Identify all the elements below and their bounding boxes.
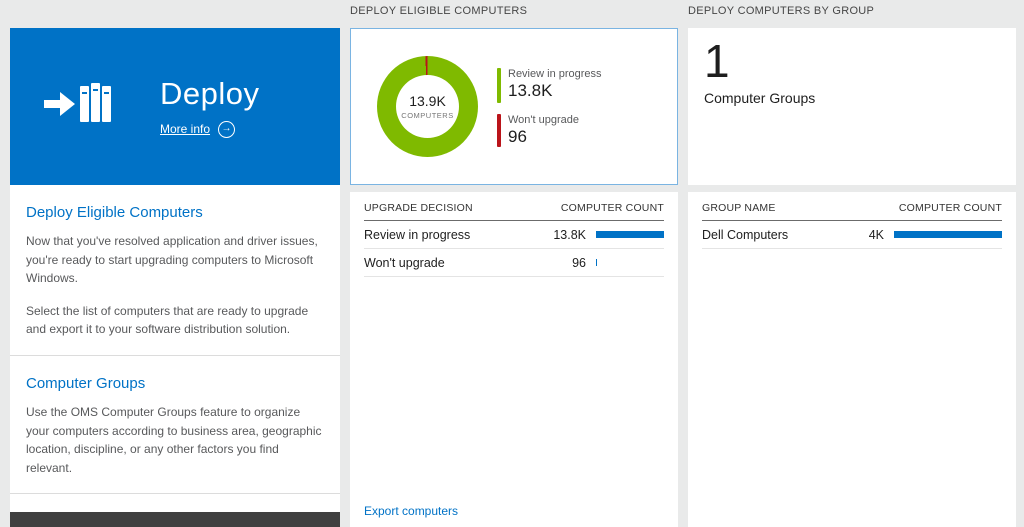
- donut-legend: Review in progress 13.8K Won't upgrade 9…: [497, 68, 602, 147]
- table-row-review-in-progress[interactable]: Review in progress 13.8K: [364, 221, 664, 249]
- deploy-eligible-computers-tile[interactable]: 13.9K COMPUTERS Review in progress 13.8K…: [350, 28, 678, 185]
- section-heading-computer-groups: Computer Groups: [26, 374, 146, 392]
- deploy-overview-column: Deploy More info → Deploy Eligible Compu…: [10, 28, 340, 527]
- section-heading-deploy-eligible: Deploy Eligible Computers: [26, 204, 203, 221]
- deploy-computers-by-group-header: DEPLOY COMPUTERS BY GROUP: [688, 5, 875, 17]
- more-info-arrow-icon[interactable]: →: [218, 120, 236, 138]
- donut-center-label: COMPUTERS: [401, 111, 454, 120]
- computer-groups-tile[interactable]: 1 Computer Groups: [688, 28, 1016, 185]
- deploy-computers-by-group-column: DEPLOY COMPUTERS BY GROUP 1 Computer Gro…: [688, 0, 1016, 527]
- table-header-row: UPGRADE DECISION COMPUTER COUNT: [364, 192, 664, 221]
- row-label: Won't upgrade: [364, 255, 445, 270]
- computers-donut-chart: 13.9K COMPUTERS: [377, 56, 478, 157]
- column-header-computer-count: COMPUTER COUNT: [898, 202, 1002, 214]
- column-header-computer-count: COMPUTER COUNT: [560, 202, 664, 214]
- row-bar-track: [596, 231, 664, 238]
- legend-item-wont-upgrade: Won't upgrade 96: [497, 114, 602, 147]
- row-bar: [894, 231, 1002, 238]
- row-bar-track: [894, 231, 1002, 238]
- section-computer-groups: Computer Groups Use the OMS Computer Gro…: [10, 356, 340, 493]
- section-divider: [10, 493, 340, 495]
- column-header-upgrade-decision: UPGRADE DECISION: [364, 202, 473, 214]
- table-header-row: GROUP NAME COMPUTER COUNT: [702, 192, 1002, 221]
- deploy-icon: [44, 76, 116, 137]
- export-computers-link[interactable]: Export computers: [364, 504, 459, 518]
- left-footer-bar: [10, 512, 340, 527]
- table-row-wont-upgrade[interactable]: Won't upgrade 96: [364, 249, 664, 277]
- donut-hole: 13.9K COMPUTERS: [396, 75, 459, 138]
- legend-label: Review in progress: [508, 68, 602, 80]
- more-info-row: More info →: [160, 120, 260, 138]
- section-paragraph: Now that you've resolved application and…: [26, 234, 318, 286]
- table-row-dell-computers[interactable]: Dell Computers 4K: [702, 221, 1002, 249]
- row-value: 4K: [868, 227, 884, 242]
- column-header-group-name: GROUP NAME: [702, 202, 776, 214]
- upgrade-decision-table-panel: UPGRADE DECISION COMPUTER COUNT Review i…: [350, 192, 678, 527]
- deploy-title: Deploy: [160, 75, 260, 111]
- donut-center-value: 13.9K: [409, 93, 446, 109]
- deploy-description-panel: Deploy Eligible Computers Now that you'v…: [10, 185, 340, 512]
- row-value: 13.8K: [553, 227, 586, 242]
- deploy-eligible-computers-header: DEPLOY ELIGIBLE COMPUTERS: [350, 5, 528, 17]
- row-bar: [596, 259, 598, 266]
- section-paragraph: Use the OMS Computer Groups feature to o…: [26, 404, 322, 475]
- deploy-tile-text: Deploy More info →: [160, 76, 260, 138]
- deploy-eligible-computers-column: DEPLOY ELIGIBLE COMPUTERS 13.9K COMPUTER…: [350, 0, 678, 527]
- deploy-tile[interactable]: Deploy More info →: [10, 28, 340, 185]
- group-name-table-panel: GROUP NAME COMPUTER COUNT Dell Computers…: [688, 192, 1016, 527]
- legend-value: 13.8K: [508, 81, 553, 100]
- row-bar-track: [596, 259, 664, 266]
- computer-groups-label: Computer Groups: [704, 89, 816, 106]
- legend-swatch-red: [497, 114, 501, 147]
- row-value: 96: [572, 255, 586, 270]
- section-paragraph: Select the list of computers that are re…: [26, 303, 309, 337]
- computer-groups-count: 1: [704, 35, 730, 87]
- legend-label: Won't upgrade: [508, 114, 580, 126]
- row-label: Review in progress: [364, 227, 471, 242]
- legend-item-review-in-progress: Review in progress 13.8K: [497, 68, 602, 103]
- section-divider: [10, 354, 340, 356]
- row-bar: [596, 231, 664, 238]
- row-label: Dell Computers: [702, 227, 789, 242]
- legend-value: 96: [508, 127, 527, 146]
- section-deploy-eligible-computers: Deploy Eligible Computers Now that you'v…: [10, 185, 340, 355]
- panel-filler: [10, 494, 340, 512]
- legend-swatch-green: [497, 68, 501, 103]
- more-info-link[interactable]: More info: [160, 122, 211, 136]
